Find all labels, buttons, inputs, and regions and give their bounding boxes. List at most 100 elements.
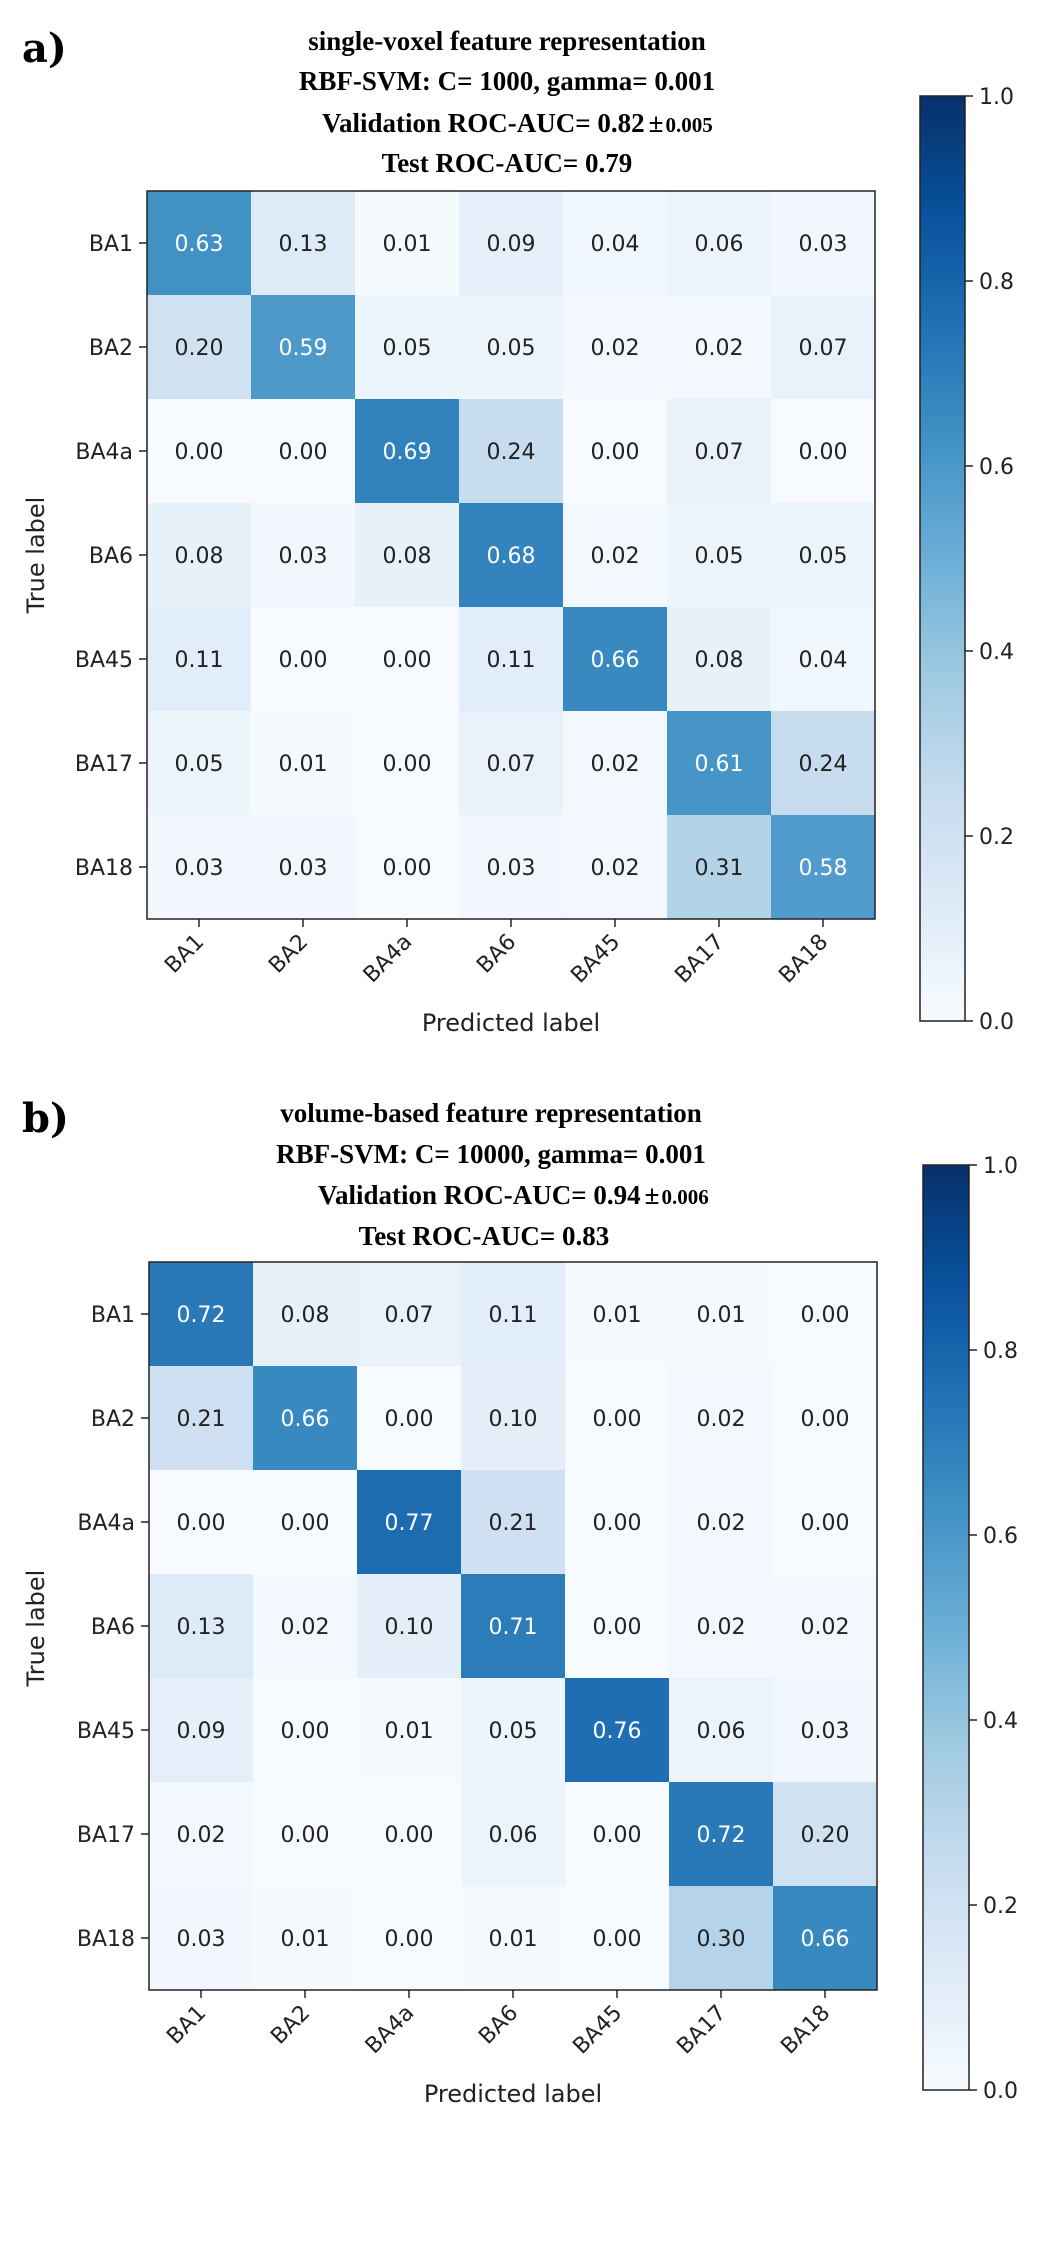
panel-b-cell-label-1-5: 0.02	[697, 1407, 746, 1432]
panel-b-cell-1-1	[253, 1366, 358, 1471]
panel-a-cell-label-3-1: 0.03	[279, 544, 328, 569]
panel-a-xtick-label-0: BA1	[160, 930, 209, 979]
panel-a-colorbar-tick-label-2: 0.4	[979, 640, 1014, 665]
panel-b-cell-5-6	[773, 1782, 878, 1887]
panel-a-cell-1-0	[147, 295, 252, 400]
panel-b-cell-label-3-1: 0.02	[281, 1615, 330, 1640]
panel-a-ytick-label-0: BA1	[89, 232, 133, 257]
panel-b-cell-label-5-3: 0.06	[489, 1823, 538, 1848]
panel-b-cell-2-3	[461, 1470, 566, 1575]
panel-b-cell-label-2-2: 0.77	[385, 1511, 434, 1536]
panel-a-ytick-label-2: BA4a	[75, 440, 133, 465]
panel-a-cell-label-4-0: 0.11	[175, 648, 224, 673]
panel-a-cell-1-1	[251, 295, 356, 400]
panel-b-colorbar-tick-label-3: 0.6	[983, 1524, 1018, 1549]
panel-a-cell-3-6	[771, 503, 876, 608]
panel-b-colorbar-ticks: 0.0 0.2 0.4 0.6 0.8 1.0	[969, 1154, 1018, 2104]
panel-b-cell-3-1	[253, 1574, 358, 1679]
panel-b-xlabel: Predicted label	[424, 2080, 602, 2108]
panel-b-xtick-label-2: BA4a	[361, 2001, 419, 2059]
panel-a-xtick-label-3: BA6	[472, 930, 521, 979]
panel-a-cell-5-5	[667, 711, 772, 816]
panel-a-xtick-label-1: BA2	[264, 930, 313, 979]
panel-a-cell-3-2	[355, 503, 460, 608]
panel-b-cell-2-6	[773, 1470, 878, 1575]
panel-a-cell-5-4	[563, 711, 668, 816]
panel-a-cell-5-2	[355, 711, 460, 816]
panel-a-heatmap: 0.63 0.13 0.01 0.09 0.04 0.06 0.03 0.20 0.59 0.05…	[147, 191, 876, 920]
panel-a-cell-label-6-2: 0.00	[383, 856, 432, 881]
panel-a-cell-label-4-6: 0.04	[799, 648, 848, 673]
panel-a-cell-label-3-5: 0.05	[695, 544, 744, 569]
panel-b-cell-5-2	[357, 1782, 462, 1887]
panel-b-cell-label-4-5: 0.06	[697, 1719, 746, 1744]
panel-b-cell-label-5-6: 0.20	[801, 1823, 850, 1848]
panel-a-cell-label-3-6: 0.05	[799, 544, 848, 569]
panel-a-cell-label-6-6: 0.58	[799, 856, 848, 881]
panel-a-title-line-2: RBF-SVM: C= 1000, gamma= 0.001	[299, 66, 715, 96]
panel-a-cell-1-5	[667, 295, 772, 400]
panel-b-cell-label-5-5: 0.72	[697, 1823, 746, 1848]
panel-a-cell-6-5	[667, 815, 772, 920]
panel-a-cell-label-1-6: 0.07	[799, 336, 848, 361]
panel-a-ytick-label-3: BA6	[89, 544, 133, 569]
panel-a-cell-0-3	[459, 191, 564, 296]
panel-a-cell-label-0-2: 0.01	[383, 232, 432, 257]
panel-b-cell-1-6	[773, 1366, 878, 1471]
panel-a-cell-4-0	[147, 607, 252, 712]
panel-b-cell-4-4	[565, 1678, 670, 1783]
panel-b-cell-6-0	[149, 1886, 254, 1991]
panel-a-cell-6-0	[147, 815, 252, 920]
panel-b-cell-6-1	[253, 1886, 358, 1991]
panel-b-ytick-label-1: BA2	[91, 1407, 135, 1432]
panel-a-cell-label-2-1: 0.00	[279, 440, 328, 465]
panel-a-validation-prefix: Validation ROC-AUC= 0.82	[322, 108, 645, 138]
panel-a-cell-label-3-4: 0.02	[591, 544, 640, 569]
panel-a-cell-label-3-2: 0.08	[383, 544, 432, 569]
panel-b-colorbar	[922, 1164, 970, 2091]
panel-b-cell-label-3-3: 0.71	[489, 1615, 538, 1640]
panel-b-cell-6-5	[669, 1886, 774, 1991]
panel-a-cell-2-5	[667, 399, 772, 504]
panel-a-xlabel: Predicted label	[422, 1009, 600, 1037]
panel-b-cell-label-4-0: 0.09	[177, 1719, 226, 1744]
panel-a-ytick-label-6: BA18	[75, 856, 133, 881]
panel-a-cell-label-4-2: 0.00	[383, 648, 432, 673]
panel-b-cell-1-0	[149, 1366, 254, 1471]
panel-b-cell-4-3	[461, 1678, 566, 1783]
panel-a-cell-4-6	[771, 607, 876, 712]
panel-a-ytick-label-5: BA17	[75, 752, 133, 777]
panel-a-cell-label-3-0: 0.08	[175, 544, 224, 569]
panel-a-cell-5-0	[147, 711, 252, 816]
panel-a-cell-label-5-5: 0.61	[695, 752, 744, 777]
panel-a-cell-label-2-2: 0.69	[383, 440, 432, 465]
panel-a-cell-2-1	[251, 399, 356, 504]
panel-a-colorbar-tick-label-4: 0.8	[979, 270, 1014, 295]
panel-a-colorbar-tick-label-3: 0.6	[979, 455, 1014, 480]
panel-a-cell-6-1	[251, 815, 356, 920]
panel-a-cell-5-3	[459, 711, 564, 816]
panel-b-cell-label-2-0: 0.00	[177, 1511, 226, 1536]
panel-b-cell-0-3	[461, 1262, 566, 1367]
panel-b-cell-label-2-1: 0.00	[281, 1511, 330, 1536]
panel-a-colorbar-ticks: 0.0 0.2 0.4 0.6 0.8 1.0	[965, 85, 1014, 1035]
panel-a-cell-label-0-6: 0.03	[799, 232, 848, 257]
panel-b-xtick-label-0: BA1	[162, 2001, 211, 2050]
panel-b-cell-label-0-0: 0.72	[177, 1303, 226, 1328]
panel-b-cell-label-1-6: 0.00	[801, 1407, 850, 1432]
panel-a-cell-6-2	[355, 815, 460, 920]
panel-b-cell-label-2-3: 0.21	[489, 1511, 538, 1536]
panel-b-ytick-label-5: BA17	[77, 1823, 135, 1848]
panel-b-title-line-2: RBF-SVM: C= 10000, gamma= 0.001	[276, 1139, 706, 1169]
panel-a-axes-frame	[146, 190, 876, 920]
panel-a-cell-label-5-3: 0.07	[487, 752, 536, 777]
panel-b-cell-label-5-4: 0.00	[593, 1823, 642, 1848]
panel-a-cell-1-3	[459, 295, 564, 400]
panel-a-cell-1-4	[563, 295, 668, 400]
panel-b-ytick-label-0: BA1	[91, 1303, 135, 1328]
panel-a-cell-4-4	[563, 607, 668, 712]
panel-b-cell-1-2	[357, 1366, 462, 1471]
panel-a-colorbar-tick-label-1: 0.2	[979, 825, 1014, 850]
panel-a-validation-pm: ±	[649, 108, 664, 138]
panel-a-cell-6-4	[563, 815, 668, 920]
